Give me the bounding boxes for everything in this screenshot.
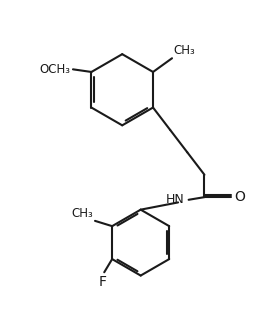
Text: CH₃: CH₃ — [71, 207, 92, 219]
Text: CH₃: CH₃ — [173, 44, 194, 57]
Text: HN: HN — [165, 193, 184, 206]
Text: O: O — [233, 190, 244, 204]
Text: OCH₃: OCH₃ — [40, 63, 71, 76]
Text: F: F — [99, 275, 106, 289]
